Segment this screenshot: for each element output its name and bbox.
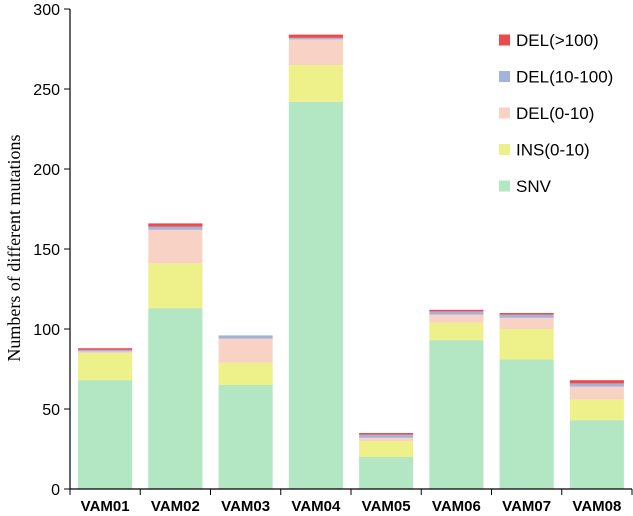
- bar-segment-vam03-series-1: [218, 362, 273, 385]
- bar-segment-vam06-series-3: [429, 311, 484, 315]
- bar-segment-vam08-series-0: [569, 420, 624, 489]
- bar-segment-vam02-series-1: [148, 263, 203, 309]
- x-tick-label: VAM03: [221, 498, 270, 515]
- bar-segment-vam01-series-1: [78, 353, 133, 381]
- x-tick-label: VAM02: [151, 498, 200, 515]
- legend-label: DEL(>100): [516, 31, 599, 50]
- bar-segment-vam07-series-2: [499, 317, 554, 329]
- axes-group: VAM01 VAM02 VAM03 VAM04 VAM05 VAM06 VAM07 VAM08…: [33, 2, 633, 515]
- bar-segment-vam07-series-4: [499, 313, 554, 315]
- bar-segment-vam08-series-3: [569, 383, 624, 387]
- bar-segment-vam01-series-0: [78, 380, 133, 489]
- bar-segment-vam06-series-1: [429, 322, 484, 341]
- legend-swatch: [499, 144, 510, 155]
- x-tick-label: VAM06: [432, 498, 481, 515]
- x-tick-label: VAM07: [502, 498, 551, 515]
- x-tick-label: VAM04: [291, 498, 341, 515]
- bar-segment-vam02-series-0: [148, 308, 203, 489]
- bar-segment-vam04-series-4: [288, 34, 343, 38]
- bar-segment-vam05-series-1: [359, 441, 414, 457]
- bar-segment-vam05-series-2: [359, 437, 414, 441]
- bar-segment-vam05-series-0: [359, 457, 414, 489]
- bar-segment-vam04-series-2: [288, 39, 343, 65]
- bar-segment-vam05-series-4: [359, 433, 414, 435]
- legend-swatch: [499, 180, 510, 192]
- bar-segment-vam06-series-0: [429, 340, 484, 489]
- bar-segment-vam02-series-2: [148, 229, 203, 264]
- bars-group: [78, 34, 624, 490]
- y-tick-label: 50: [42, 402, 60, 419]
- bar-segment-vam04-series-3: [288, 37, 343, 40]
- y-tick-label: 150: [33, 242, 60, 259]
- legend-label: DEL(0-10): [516, 104, 594, 123]
- bar-segment-vam03-series-3: [218, 335, 273, 339]
- bar-segment-vam02-series-3: [148, 226, 203, 230]
- bar-segment-vam07-series-3: [499, 314, 554, 318]
- y-tick-label: 200: [33, 162, 60, 179]
- bar-segment-vam01-series-3: [78, 349, 133, 352]
- bar-segment-vam04-series-1: [288, 65, 343, 102]
- bar-segment-vam03-series-0: [218, 385, 273, 489]
- legend-swatch: [499, 34, 510, 46]
- y-tick-label: 250: [33, 82, 60, 99]
- bar-segment-vam08-series-1: [569, 399, 624, 421]
- legend-label: INS(0-10): [516, 141, 590, 160]
- bar-segment-vam01-series-4: [78, 348, 133, 350]
- x-tick-label: VAM08: [572, 498, 621, 515]
- y-tick-label: 0: [51, 482, 60, 499]
- bar-segment-vam02-series-4: [148, 223, 203, 227]
- legend-label: SNV: [516, 177, 552, 196]
- bar-segment-vam06-series-4: [429, 309, 484, 312]
- legend-swatch: [499, 71, 510, 82]
- bar-segment-vam01-series-2: [78, 351, 133, 353]
- bar-segment-vam05-series-3: [359, 434, 414, 438]
- bar-segment-vam06-series-2: [429, 314, 484, 323]
- x-tick-label: VAM01: [81, 498, 130, 515]
- legend: DEL(>100) DEL(10-100) DEL(0-10) INS(0-10) SN…: [499, 31, 613, 196]
- y-axis-label: Numbers of different mutations: [4, 134, 24, 361]
- bar-segment-vam03-series-2: [218, 338, 273, 363]
- x-tick-label: VAM05: [362, 498, 411, 515]
- y-tick-label: 300: [33, 2, 60, 19]
- y-tick-label: 100: [33, 322, 60, 339]
- legend-swatch: [499, 107, 510, 119]
- bar-segment-vam08-series-2: [569, 386, 624, 400]
- bar-segment-vam04-series-0: [288, 101, 343, 490]
- legend-label: DEL(10-100): [516, 68, 613, 87]
- bar-segment-vam07-series-1: [499, 329, 554, 360]
- bar-segment-vam07-series-0: [499, 359, 554, 489]
- bar-segment-vam08-series-4: [569, 380, 624, 384]
